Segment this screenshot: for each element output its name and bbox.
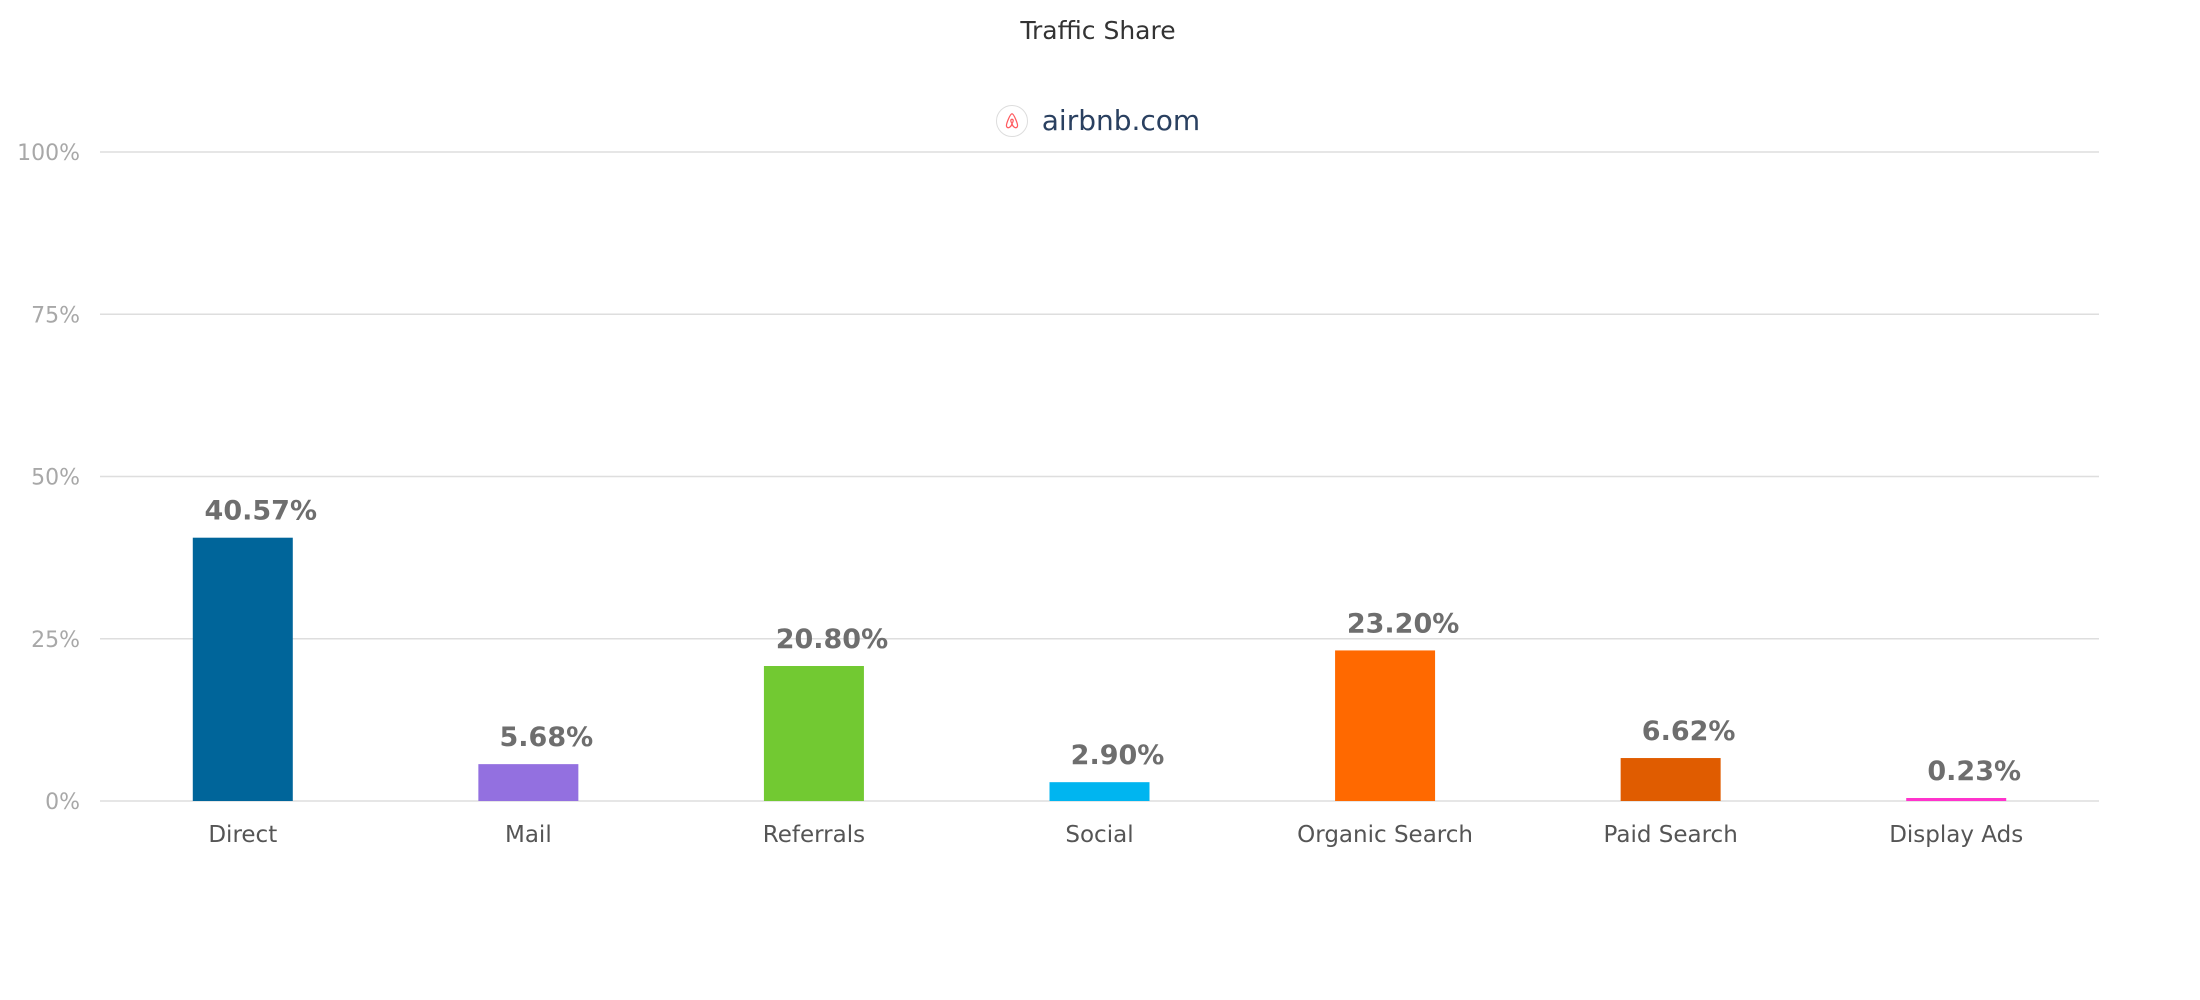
x-tick-label: Social <box>1065 822 1133 848</box>
data-label: 20.80% <box>776 624 888 655</box>
data-label: 6.62% <box>1642 716 1736 747</box>
x-tick-label: Organic Search <box>1297 822 1473 848</box>
x-tick-label: Display Ads <box>1889 822 2023 848</box>
x-tick-label: Referrals <box>763 822 865 848</box>
bar[interactable] <box>1335 650 1436 801</box>
y-tick-label: 0% <box>45 790 80 815</box>
legend[interactable]: airbnb.com <box>0 104 2196 137</box>
bar[interactable] <box>1906 798 2007 801</box>
y-tick-label: 100% <box>17 141 80 166</box>
x-tick-label: Mail <box>505 822 552 848</box>
data-label: 5.68% <box>500 722 594 753</box>
data-label: 23.20% <box>1347 608 1459 639</box>
data-label: 0.23% <box>1927 756 2021 787</box>
bar[interactable] <box>763 666 864 801</box>
y-tick-label: 75% <box>31 303 80 328</box>
chart-title: Traffic Share <box>1020 16 1176 45</box>
y-tick-label: 50% <box>31 466 80 491</box>
bar[interactable] <box>1620 758 1721 801</box>
data-label: 40.57% <box>205 496 317 527</box>
x-tick-label: Paid Search <box>1604 822 1738 848</box>
bar[interactable] <box>1049 782 1150 801</box>
y-tick-label: 25% <box>31 628 80 653</box>
bar[interactable] <box>478 764 579 801</box>
x-tick-label: Direct <box>208 822 277 848</box>
legend-label: airbnb.com <box>1041 104 1201 137</box>
data-label: 2.90% <box>1071 740 1165 771</box>
bar[interactable] <box>192 537 293 801</box>
airbnb-logo-icon <box>995 104 1028 137</box>
